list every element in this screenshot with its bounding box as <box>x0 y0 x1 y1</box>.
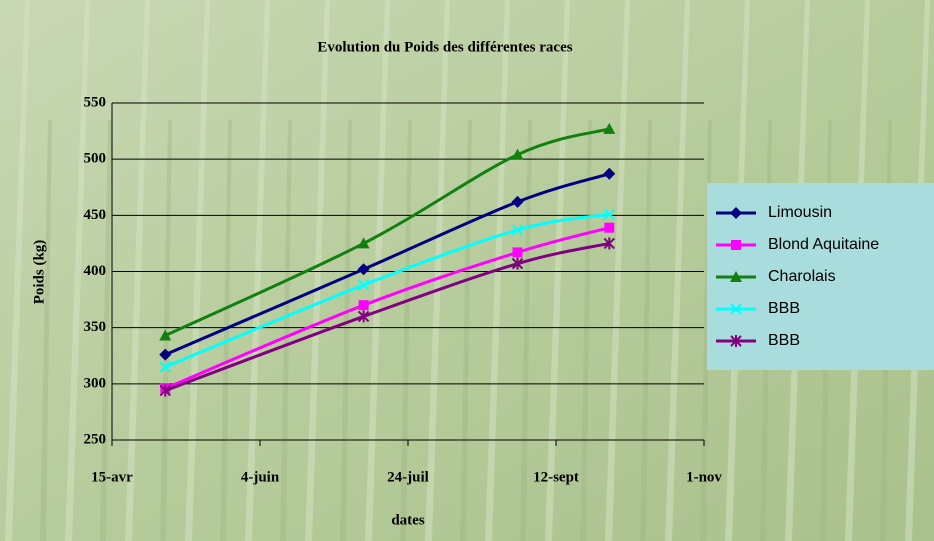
series-line <box>164 241 610 392</box>
x-tick-label: 4-juin <box>241 469 280 485</box>
data-point <box>603 208 615 220</box>
x-tick-label: 1-nov <box>686 469 722 485</box>
data-point <box>511 195 524 208</box>
y-axis-label: Poids (kg) <box>31 240 47 305</box>
data-point <box>357 263 370 276</box>
legend-label: Blond Aquitaine <box>768 236 879 253</box>
data-point <box>512 247 523 258</box>
legend-label: BBB <box>768 332 800 349</box>
y-tick-label: 450 <box>84 207 107 223</box>
data-point <box>159 384 171 397</box>
data-point <box>357 310 370 323</box>
data-point <box>357 279 370 291</box>
data-point <box>511 148 524 160</box>
legend-marker <box>731 240 741 250</box>
x-tick-label: 15-avr <box>91 469 133 485</box>
legend-label: Charolais <box>768 268 836 285</box>
data-point <box>159 361 171 373</box>
x-tick-label: 24-juil <box>387 469 429 485</box>
data-point <box>511 224 524 236</box>
chart-title: Evolution du Poids des différentes races <box>317 39 572 55</box>
series-line <box>164 127 610 337</box>
data-point <box>603 122 616 134</box>
data-point <box>603 167 616 180</box>
y-tick-label: 350 <box>84 319 107 335</box>
data-point <box>603 237 615 250</box>
data-point <box>159 329 172 341</box>
series-line <box>164 226 610 390</box>
x-tick-label: 12-sept <box>533 469 579 485</box>
legend-marker <box>730 335 742 347</box>
y-tick-label: 250 <box>84 431 107 447</box>
legend-label: BBB <box>768 300 800 317</box>
y-tick-label: 400 <box>84 263 107 279</box>
series-line <box>164 212 610 369</box>
x-axis-label: dates <box>391 512 424 528</box>
legend-label: Limousin <box>768 204 832 221</box>
data-point <box>358 300 369 311</box>
y-tick-label: 550 <box>84 94 107 110</box>
data-point <box>604 222 615 233</box>
series-line <box>164 172 610 357</box>
y-tick-label: 300 <box>84 375 107 391</box>
y-tick-label: 500 <box>84 151 107 167</box>
legend-marker <box>730 271 742 282</box>
legend-marker <box>730 207 742 219</box>
legend-marker <box>730 303 742 315</box>
data-point <box>511 257 524 270</box>
data-point <box>357 237 370 249</box>
data-point <box>159 348 172 361</box>
